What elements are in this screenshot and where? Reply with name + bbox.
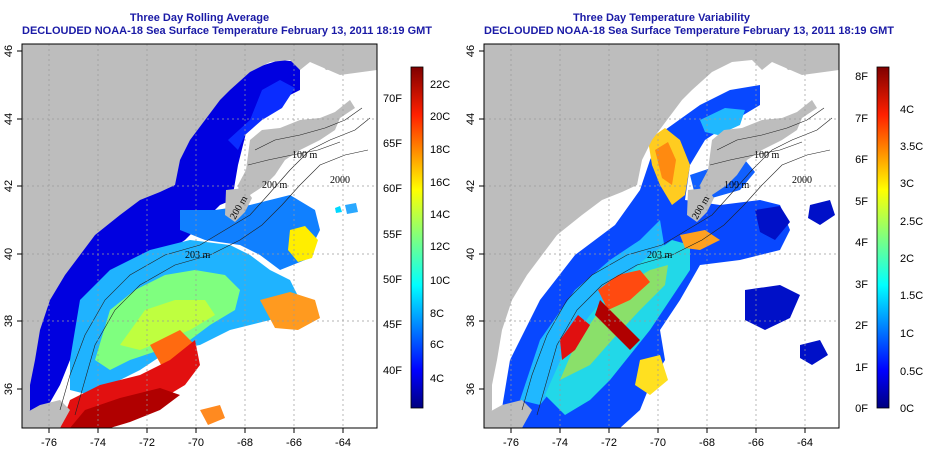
right-y-axis: 36 38 40 42 44 46 (465, 45, 484, 395)
left-colorbar-fahrenheit-labels: 40F 45F 50F 55F 60F 65F 70F (383, 93, 402, 377)
colorbar-label: 4C (430, 373, 444, 385)
right-panel-title: Three Day Temperature Variability DECLOU… (484, 12, 895, 38)
x-tick-label: -68 (237, 437, 253, 449)
y-tick-label: 36 (465, 383, 477, 395)
right-title-line1: Three Day Temperature Variability (572, 12, 751, 24)
right-x-axis: -76 -74 -72 -70 -68 -66 -64 (503, 428, 813, 449)
x-tick-label: -76 (41, 437, 57, 449)
x-tick-label: -68 (699, 437, 715, 449)
colorbar-label: 3C (900, 178, 914, 190)
x-tick-label: -66 (748, 437, 764, 449)
contour-label: 200 m (262, 180, 288, 191)
colorbar-label: 6F (855, 154, 868, 166)
left-colorbar-celsius-labels: 4C 6C 8C 10C 12C 14C 16C 18C 20C 22C (430, 79, 450, 385)
contour-label: 203 m (647, 250, 673, 261)
right-title-line2: DECLOUDED NOAA-18 Sea Surface Temperatur… (484, 25, 895, 37)
colorbar-label: 14C (430, 209, 450, 221)
colorbar-label: 22C (430, 79, 450, 91)
left-land (22, 44, 377, 428)
x-tick-label: -64 (797, 437, 813, 449)
colorbar-label: 60F (383, 183, 402, 195)
colorbar-label: 8F (855, 71, 868, 83)
colorbar-label: 1.5C (900, 290, 923, 302)
left-sst-swath (22, 60, 358, 428)
colorbar-label: 12C (430, 241, 450, 253)
x-tick-label: -74 (552, 437, 568, 449)
left-y-axis: 36 38 40 42 44 46 (3, 45, 22, 395)
colorbar-label: 40F (383, 365, 402, 377)
y-tick-label: 42 (3, 180, 15, 192)
x-tick-label: -74 (90, 437, 106, 449)
y-tick-label: 44 (3, 113, 15, 125)
x-tick-label: -70 (188, 437, 204, 449)
colorbar-label: 0C (900, 403, 914, 415)
y-tick-label: 36 (3, 383, 15, 395)
left-colorbar: 40F 45F 50F 55F 60F 65F 70F 4C 6C 8C 10C… (383, 66, 450, 409)
colorbar-label: 1C (900, 328, 914, 340)
colorbar-label: 5F (855, 196, 868, 208)
contour-label: 100 m (724, 180, 750, 191)
right-graticule (484, 44, 839, 428)
colorbar-label: 4F (855, 237, 868, 249)
right-colorbar: 0F 1F 2F 3F 4F 5F 6F 7F 8F 0C 0.5C 1C 1.… (855, 66, 923, 415)
left-x-axis: -76 -74 -72 -70 -68 -66 -64 (41, 428, 351, 449)
y-tick-label: 38 (465, 315, 477, 327)
contour-label: 100 m (292, 150, 318, 161)
colorbar-label: 1F (855, 362, 868, 374)
colorbar-label: 65F (383, 138, 402, 150)
colorbar-label: 70F (383, 93, 402, 105)
colorbar-label: 0.5C (900, 366, 923, 378)
colorbar-label: 18C (430, 144, 450, 156)
colorbar-label: 20C (430, 111, 450, 123)
contour-label: 2000 (330, 175, 350, 186)
colorbar-label: 2C (900, 253, 914, 265)
y-tick-label: 40 (3, 248, 15, 260)
colorbar-label: 50F (383, 274, 402, 286)
colorbar-label: 8C (430, 308, 444, 320)
right-map: 100 m 100 m 2000 203 m 200 m (484, 44, 839, 428)
colorbar-label: 3.5C (900, 141, 923, 153)
colorbar-label: 2F (855, 320, 868, 332)
contour-label: 100 m (754, 150, 780, 161)
left-graticule (22, 44, 377, 428)
left-title-line2: DECLOUDED NOAA-18 Sea Surface Temperatur… (22, 25, 433, 37)
colorbar-label: 10C (430, 275, 450, 287)
left-title-line1: Three Day Rolling Average (129, 12, 270, 24)
colorbar-label: 55F (383, 229, 402, 241)
colorbar-label: 6C (430, 339, 444, 351)
colorbar-label: 45F (383, 319, 402, 331)
contour-label: 203 m (185, 250, 211, 261)
x-tick-label: -64 (335, 437, 351, 449)
x-tick-label: -76 (503, 437, 519, 449)
right-variability-swath (500, 85, 835, 428)
x-tick-label: -72 (139, 437, 155, 449)
y-tick-label: 38 (3, 315, 15, 327)
colorbar-label: 0F (855, 403, 868, 415)
y-tick-label: 46 (3, 45, 15, 57)
y-tick-label: 44 (465, 113, 477, 125)
x-tick-label: -70 (650, 437, 666, 449)
right-colorbar-fahrenheit-labels: 0F 1F 2F 3F 4F 5F 6F 7F 8F (855, 71, 868, 415)
colorbar-label: 4C (900, 104, 914, 116)
y-tick-label: 46 (465, 45, 477, 57)
contour-label: 2000 (792, 175, 812, 186)
colorbar-label: 7F (855, 113, 868, 125)
colorbar-label: 16C (430, 177, 450, 189)
left-panel-title: Three Day Rolling Average DECLOUDED NOAA… (22, 12, 433, 38)
left-map: 100 m 200 m 2000 203 m 200 m (22, 44, 377, 428)
y-tick-label: 40 (465, 248, 477, 260)
right-map-frame (483, 43, 840, 429)
left-map-frame (21, 43, 378, 429)
right-colorbar-celsius-labels: 0C 0.5C 1C 1.5C 2C 2.5C 3C 3.5C 4C (900, 104, 923, 415)
x-tick-label: -72 (601, 437, 617, 449)
x-tick-label: -66 (286, 437, 302, 449)
colorbar-label: 2.5C (900, 216, 923, 228)
colorbar-label: 3F (855, 279, 868, 291)
right-land (484, 44, 839, 428)
y-tick-label: 42 (465, 180, 477, 192)
